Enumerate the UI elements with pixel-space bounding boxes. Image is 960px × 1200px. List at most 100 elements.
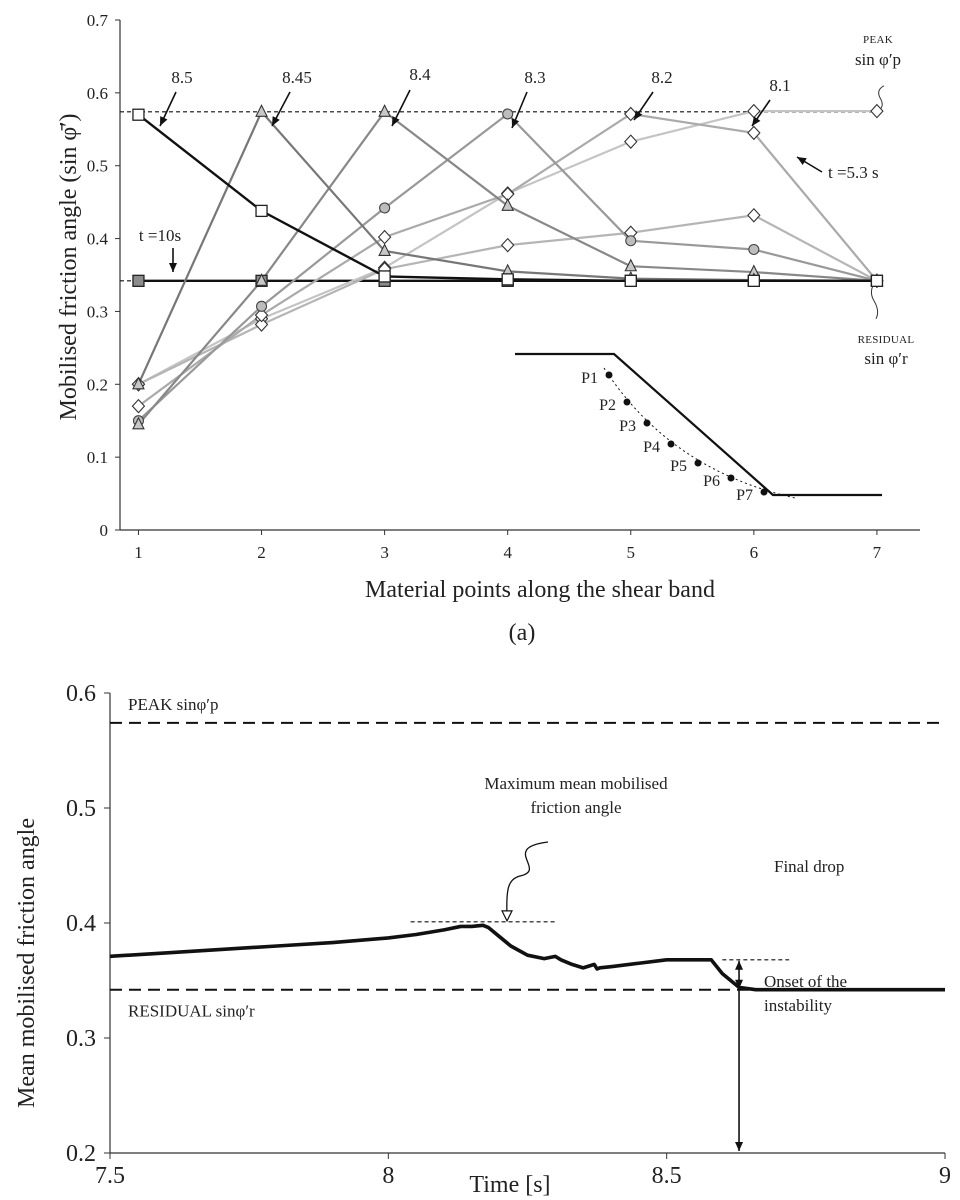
- chart-a-data-point: [378, 243, 392, 257]
- chart-a-data-point: [379, 202, 391, 214]
- chart-a-data-point: [624, 274, 637, 287]
- chart-a-inset-point-label: P3: [619, 418, 636, 435]
- chart-b-max-annotation-leader: [506, 841, 549, 916]
- chart-a-inset-point: [605, 371, 613, 379]
- chart-b-x-tick-label: 9: [939, 1163, 951, 1189]
- chart-a-time-label: t =5.3 s: [828, 163, 879, 182]
- chart-a-time-label-arrow-head: [169, 263, 177, 272]
- chart-a-inset-point-label: P1: [581, 370, 598, 387]
- chart-a-data-point: [870, 103, 884, 119]
- chart-a-time-label: t =10s: [139, 226, 181, 245]
- chart-a-data-point: [132, 274, 145, 287]
- chart-a-data-point: [870, 274, 884, 287]
- chart-a-inset-point-label: P7: [736, 487, 753, 504]
- chart-a-data-point: [502, 108, 514, 120]
- chart-a-inset-point: [694, 459, 702, 467]
- chart-b-drop-arrow-up-head: [735, 960, 744, 970]
- chart-a-inset-point: [727, 474, 735, 482]
- chart-b-drop-annotation-text: Final drop: [774, 857, 844, 876]
- chart-a-y-tick-label: 0.5: [87, 157, 108, 176]
- chart-a-time-label: 8.2: [651, 68, 672, 87]
- chart-a-time-label-arrow-head: [634, 110, 643, 120]
- chart-a-y-tick-label: 0.2: [87, 375, 108, 394]
- chart-a-y-tick-label: 0.4: [87, 230, 109, 249]
- chart-b-mean-friction-line: [109, 923, 945, 992]
- chart-a-data-point: [255, 104, 268, 117]
- chart-a-data-point: [624, 258, 638, 272]
- chart-a-data-point: [624, 106, 638, 122]
- chart-a-inset-point: [623, 398, 631, 406]
- chart-a-y-tick-label: 0: [100, 521, 109, 540]
- chart-a-time-label: 8.45: [282, 68, 312, 87]
- chart-a-time-label-arrow-head: [272, 116, 280, 126]
- chart-a-data-point: [748, 243, 760, 256]
- chart-a-time-label-arrow-head: [797, 157, 807, 166]
- chart-a-peak-label: PEAK: [863, 34, 893, 46]
- chart-b-peak-label: PEAK sinφ′p: [128, 695, 219, 714]
- chart-a-mobilised-friction-along-shear-band: 0 0.1 0.2 0.3 0.4 0.5 0.6 0.7 1 2 3 4 5 6 7 Material po…: [56, 11, 920, 603]
- chart-a-data-point: [501, 198, 515, 211]
- chart-a-residual-label: RESIDUAL: [858, 334, 915, 346]
- chart-a-data-point: [624, 134, 638, 149]
- chart-a-y-tick-label: 0.3: [87, 302, 108, 321]
- chart-a-data-point: [625, 235, 637, 247]
- chart-b-x-tick-label: 7.5: [95, 1163, 125, 1189]
- chart-b-x-axis-title: Time [s]: [469, 1172, 550, 1198]
- chart-b-y-tick-label: 0.6: [66, 681, 96, 707]
- chart-a-data-point: [500, 237, 515, 253]
- chart-a-time-label: 8.1: [769, 76, 790, 95]
- chart-a-time-label: 8.3: [524, 68, 545, 87]
- chart-a-x-tick-label: 7: [873, 543, 882, 562]
- chart-a-data-point: [255, 300, 268, 312]
- chart-b-residual-label: RESIDUAL sinφ′r: [128, 1002, 255, 1021]
- chart-a-time-label-arrow-head: [752, 116, 761, 126]
- chart-a-data-point: [131, 398, 146, 414]
- chart-a-y-tick-label: 0.6: [87, 84, 108, 103]
- chart-b-onset-annotation-text: Onset of the: [764, 972, 847, 991]
- chart-b-onset-arrow-head: [735, 1142, 744, 1151]
- chart-a-inset-point-label: P5: [670, 458, 687, 475]
- chart-a-time-label-arrow-head: [392, 116, 400, 126]
- chart-a-data-point: [747, 274, 760, 287]
- chart-a-data-point: [255, 204, 268, 218]
- chart-b-mean-mobilised-friction-vs-time: 0.2 0.3 0.4 0.5 0.6 7.5 8 8.5 9 Time [s] Mean mobi…: [14, 681, 951, 1198]
- chart-a-data-point: [255, 273, 268, 286]
- chart-a-time-label: 8.4: [409, 65, 431, 84]
- chart-a-inset-point: [760, 488, 768, 496]
- chart-a-x-tick-label: 5: [627, 543, 636, 562]
- chart-a-inset-point-label: P2: [599, 397, 616, 414]
- chart-a-data-point: [254, 317, 269, 332]
- chart-a-data-point: [378, 104, 392, 117]
- chart-a-caption: (a): [509, 620, 536, 646]
- chart-b-max-annotation-text: friction angle: [530, 798, 621, 817]
- chart-a-inset-point: [643, 419, 651, 427]
- chart-a-data-point: [747, 125, 761, 141]
- chart-a-inset-slope: [515, 352, 882, 497]
- chart-b-y-tick-label: 0.2: [66, 1141, 96, 1167]
- chart-b-y-tick-label: 0.5: [66, 796, 96, 822]
- chart-a-data-point: [378, 270, 391, 283]
- chart-b-max-annotation-text: Maximum mean mobilised: [484, 774, 668, 793]
- chart-a-data-point: [747, 207, 761, 223]
- chart-a-y-axis-title: Mobilised friction angle (sin φ̄′): [56, 113, 82, 420]
- chart-a-y-tick-label: 0.7: [87, 11, 109, 30]
- chart-b-onset-annotation-text: instability: [764, 996, 833, 1015]
- chart-a-inset-point: [667, 440, 675, 448]
- chart-a-time-label: 8.5: [171, 68, 192, 87]
- chart-a-residual-symbol: sin φ′r: [864, 349, 908, 368]
- chart-b-x-tick-label: 8.5: [652, 1163, 682, 1189]
- chart-b-x-tick-label: 8: [382, 1163, 394, 1189]
- chart-a-data-point: [132, 416, 145, 430]
- chart-a-x-tick-label: 6: [750, 543, 759, 562]
- chart-b-max-annotation-arrowhead: [501, 910, 513, 923]
- chart-b-y-tick-label: 0.3: [66, 1026, 96, 1052]
- chart-b-y-tick-label: 0.4: [66, 911, 96, 937]
- chart-a-data-point: [132, 376, 145, 390]
- chart-a-x-tick-label: 1: [134, 543, 143, 562]
- chart-a-inset-point-label: P6: [703, 473, 720, 490]
- chart-a-x-tick-label: 4: [503, 543, 512, 562]
- chart-a-x-tick-label: 2: [257, 543, 266, 562]
- chart-a-x-axis-title: Material points along the shear band: [365, 577, 715, 603]
